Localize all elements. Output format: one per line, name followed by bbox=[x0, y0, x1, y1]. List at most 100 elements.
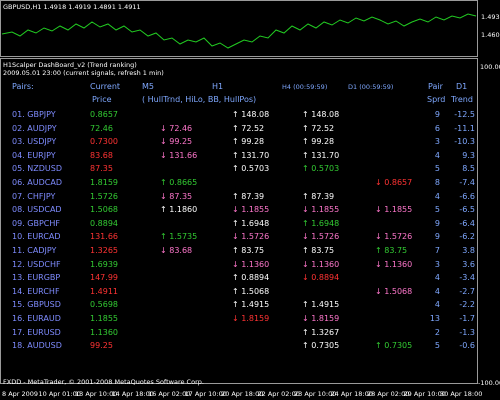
h4-signal: ↓ 1.1360 bbox=[302, 259, 340, 269]
spread: 9 bbox=[434, 232, 440, 242]
h1-signal: ↑ 148.08 bbox=[232, 110, 270, 119]
d1-trend: -6.2 bbox=[459, 232, 475, 242]
m5-signal: ↓ 87.35 bbox=[160, 191, 193, 201]
current-price: 83.68 bbox=[90, 150, 113, 160]
h4-signal: ↑ 0.5703 bbox=[302, 164, 340, 174]
h1-signal: ↓ 1.8159 bbox=[232, 314, 270, 323]
m5-signal: ↓ 83.68 bbox=[160, 246, 193, 255]
header: H4 (00:59:59) bbox=[282, 83, 328, 91]
chart-title: GBPUSD,H1 1.4918 1.4919 1.4891 1.4911 bbox=[3, 3, 141, 11]
h4-signal: ↓ 1.8159 bbox=[302, 314, 340, 323]
h1-signal: ↓ 1.5726 bbox=[232, 232, 270, 242]
d1-trend: 3.8 bbox=[462, 246, 475, 255]
current-price: 1.1360 bbox=[90, 327, 118, 337]
dashboard-title: H1Scalper DashBoard_v2 (Trend ranking) bbox=[3, 61, 137, 69]
header: ( HullTrnd, HiLo, BB, HullPos) bbox=[142, 95, 257, 104]
spread: 5 bbox=[434, 341, 440, 351]
time-label: 16 Apr 02:00 bbox=[148, 390, 191, 398]
d1-trend: -7.4 bbox=[459, 178, 475, 187]
d1-trend: 9.3 bbox=[462, 150, 475, 160]
current-price: 147.99 bbox=[90, 273, 118, 283]
spread: 13 bbox=[429, 314, 440, 323]
current-price: 1.5068 bbox=[90, 205, 118, 215]
current-price: 0.7300 bbox=[90, 137, 118, 147]
h1-signal: ↑ 1.5068 bbox=[232, 286, 270, 296]
header: D1 (00:59:59) bbox=[348, 83, 394, 91]
pair-name: 04. EURJPY bbox=[12, 150, 56, 160]
spread: 3 bbox=[434, 259, 440, 269]
current-price: 72.46 bbox=[90, 123, 113, 133]
pair-name: 18. AUDUSD bbox=[12, 341, 62, 351]
header: Pair bbox=[428, 82, 443, 91]
time-label: 10 Apr 01:00 bbox=[38, 390, 81, 398]
pair-name: 12. USDCHF bbox=[12, 259, 61, 269]
h4-signal: ↓ 1.1855 bbox=[302, 205, 340, 215]
h4-signal: ↑ 83.75 bbox=[302, 246, 335, 255]
h4-signal: ↑ 72.52 bbox=[302, 123, 335, 133]
h4-signal: ↑ 131.70 bbox=[302, 150, 340, 160]
time-label: 20 Apr 18:00 bbox=[221, 390, 264, 398]
axis-label: 100.0000 bbox=[480, 63, 500, 71]
header: M5 bbox=[142, 82, 154, 91]
header: Sprd bbox=[427, 95, 446, 104]
d1-trend: -6.5 bbox=[459, 205, 475, 215]
d1-signal: ↓ 1.1360 bbox=[375, 259, 413, 269]
spread: 4 bbox=[434, 300, 440, 310]
h1-signal: ↑ 99.28 bbox=[232, 137, 265, 147]
header: Pairs: bbox=[12, 82, 34, 91]
current-price: 0.8894 bbox=[90, 218, 118, 228]
d1-signal: ↓ 1.1855 bbox=[375, 205, 413, 215]
spread: 9 bbox=[434, 110, 440, 119]
d1-trend: -1.7 bbox=[459, 314, 475, 323]
time-label: 22 Apr 02:00 bbox=[257, 390, 300, 398]
time-label: 14 Apr 18:00 bbox=[111, 390, 154, 398]
d1-trend: -10.3 bbox=[454, 137, 475, 147]
time-label: 23 Apr 10:00 bbox=[294, 390, 337, 398]
header: Price bbox=[92, 95, 112, 104]
pair-name: 09. GBPCHF bbox=[12, 218, 60, 228]
spread: 5 bbox=[434, 205, 440, 215]
pair-name: 13. EURGBP bbox=[12, 273, 61, 283]
d1-trend: -6.4 bbox=[459, 218, 475, 228]
current-price: 1.3265 bbox=[90, 246, 118, 255]
d1-trend: -2.2 bbox=[459, 300, 475, 310]
spread: 9 bbox=[434, 218, 440, 228]
pair-name: 07. CHFJPY bbox=[12, 191, 56, 201]
h4-signal: ↑ 0.7305 bbox=[302, 341, 340, 351]
pair-name: 16. EURAUD bbox=[12, 314, 61, 323]
time-label: 28 Apr 02:00 bbox=[367, 390, 410, 398]
pair-name: 14. EURCHF bbox=[12, 286, 60, 296]
price-chart-frame bbox=[0, 0, 478, 57]
pair-name: 03. USDJPY bbox=[12, 137, 57, 147]
d1-signal: ↑ 0.7305 bbox=[375, 341, 413, 351]
price-label: 1.4930 bbox=[481, 13, 500, 21]
d1-signal: ↓ 1.5068 bbox=[375, 286, 413, 296]
spread: 7 bbox=[434, 246, 440, 255]
m5-signal: ↑ 0.8665 bbox=[160, 178, 198, 187]
d1-trend: 3.6 bbox=[462, 259, 475, 269]
h4-signal: ↑ 148.08 bbox=[302, 110, 340, 119]
d1-signal: ↑ 83.75 bbox=[375, 246, 408, 255]
price-line bbox=[1, 13, 477, 49]
dashboard-frame bbox=[0, 58, 478, 384]
d1-signal: ↓ 1.5726 bbox=[375, 232, 413, 242]
header: Trend bbox=[451, 95, 473, 104]
header: Current bbox=[90, 82, 121, 91]
h4-signal: ↑ 99.28 bbox=[302, 137, 335, 147]
h4-signal: ↑ 1.3267 bbox=[302, 327, 340, 337]
d1-trend: -12.5 bbox=[454, 110, 475, 119]
time-label: 30 Apr 18:00 bbox=[440, 390, 483, 398]
pair-name: 17. EURUSD bbox=[12, 327, 61, 337]
header: D1 bbox=[456, 82, 468, 91]
current-price: 131.66 bbox=[90, 232, 118, 242]
spread: 8 bbox=[434, 178, 440, 187]
pair-name: 02. AUDJPY bbox=[12, 123, 57, 133]
m5-signal: ↓ 72.46 bbox=[160, 123, 193, 133]
current-price: 1.1855 bbox=[90, 314, 118, 323]
h4-signal: ↑ 87.39 bbox=[302, 191, 335, 201]
h1-signal: ↓ 1.1360 bbox=[232, 259, 270, 269]
h1-signal: ↑ 83.75 bbox=[232, 246, 265, 255]
spread: 4 bbox=[434, 273, 440, 283]
h1-signal: ↑ 1.4915 bbox=[232, 300, 270, 310]
